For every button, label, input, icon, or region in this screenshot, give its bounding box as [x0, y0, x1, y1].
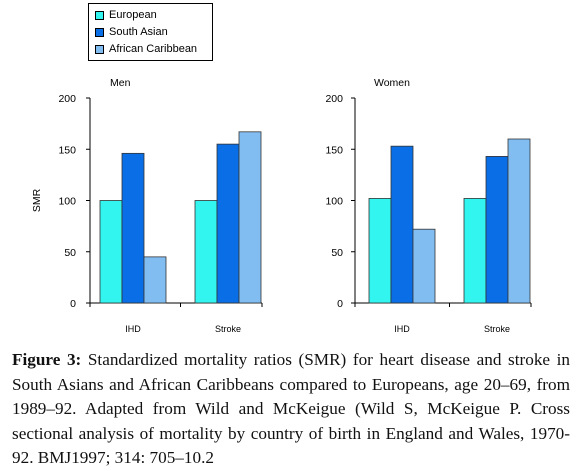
women-y-tick-label: 200 [325, 93, 343, 105]
legend-swatch-south-asian [95, 27, 104, 37]
legend-swatch-european [95, 10, 104, 20]
legend-label-european: European [109, 9, 157, 21]
men-x-tick-label: Stroke [215, 324, 241, 334]
men-y-tick-label: 0 [70, 298, 76, 310]
legend-item-european: European [95, 7, 157, 23]
legend-item-south-asian: South Asian [95, 24, 168, 40]
men-bar-stroke-african-caribbean [238, 131, 262, 304]
men-x-tick-label: IHD [125, 324, 141, 334]
legend-item-african-caribbean: African Caribbean [95, 41, 197, 57]
women-bar-stroke-south-asian [485, 156, 509, 304]
men-bar-ihd-african-caribbean [143, 256, 167, 304]
women-bar-stroke-african-caribbean [507, 138, 531, 304]
men-bar-stroke-european [194, 200, 218, 304]
women-bar-ihd-european [368, 198, 392, 304]
men-bar-ihd-south-asian [121, 152, 145, 304]
caption-label: Figure 3: [12, 350, 82, 369]
women-bar-ihd-african-caribbean [412, 228, 436, 304]
men-y-tick-label: 50 [64, 247, 76, 259]
women-chart-title: Women [374, 77, 410, 89]
men-y-axis-label: SMR [31, 188, 43, 212]
women-y-tick-label: 50 [331, 247, 343, 259]
figure-caption: Figure 3: Standardized mortality ratios … [12, 348, 570, 471]
caption-text: Standardized mortality ratios (SMR) for … [12, 350, 570, 468]
legend-label-south-asian: South Asian [109, 26, 168, 38]
women-bar-ihd-south-asian [390, 145, 414, 304]
bar-charts: Men 0 50 100 150 200 IHD Stroke SMR Women 0 50 100 15… [31, 77, 532, 334]
legend-swatch-african-caribbean [95, 44, 104, 54]
women-y-tick-label: 100 [325, 196, 343, 208]
women-bar-stroke-european [463, 198, 487, 304]
legend: European South Asian African Caribbean [88, 3, 213, 61]
legend-label-african-caribbean: African Caribbean [109, 43, 198, 55]
men-bar-stroke-south-asian [216, 143, 240, 304]
women-x-tick-label: IHD [394, 324, 410, 334]
women-x-tick-label: Stroke [484, 324, 510, 334]
men-y-tick-label: 200 [58, 93, 76, 105]
women-y-tick-label: 150 [325, 144, 343, 156]
men-y-tick-label: 150 [58, 144, 76, 156]
men-y-tick-label: 100 [58, 196, 76, 208]
men-chart-title: Men [110, 77, 131, 89]
men-bar-ihd-european [99, 200, 123, 304]
women-y-tick-label: 0 [337, 298, 343, 310]
